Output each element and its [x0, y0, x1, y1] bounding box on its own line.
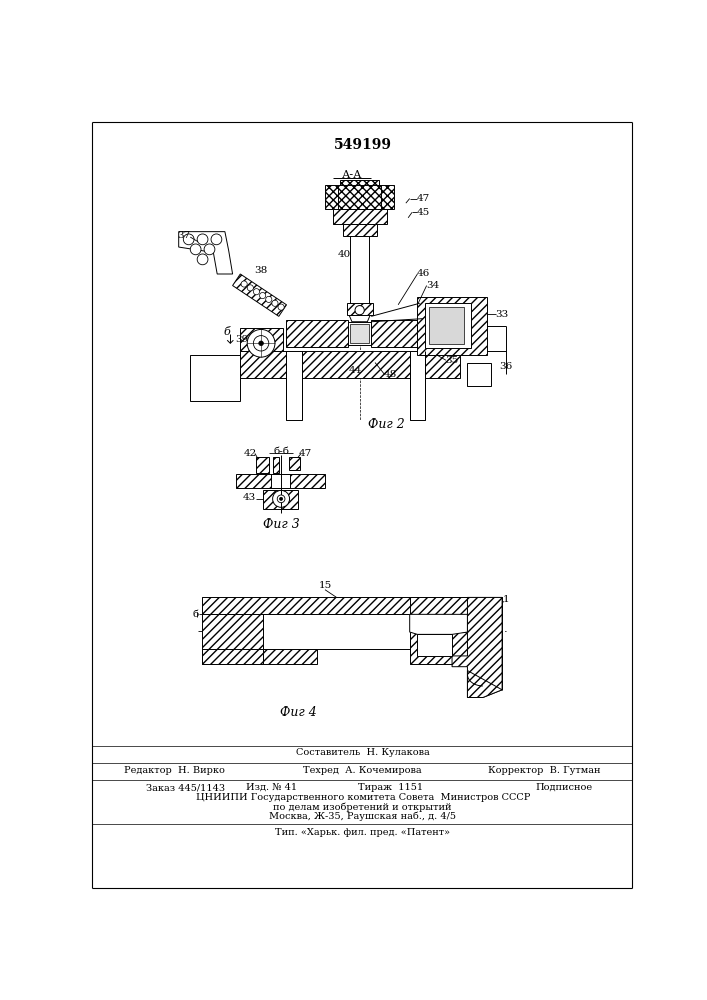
Text: Корректор  В. Гутман: Корректор В. Гутман	[489, 766, 601, 775]
Bar	[257, 457, 269, 473]
Polygon shape	[347, 311, 372, 322]
Text: Техред  А. Кочемирова: Техред А. Кочемирова	[303, 766, 422, 775]
Text: Фиг 4: Фиг 4	[280, 706, 317, 719]
Polygon shape	[452, 597, 502, 698]
Circle shape	[247, 285, 253, 291]
Text: 36: 36	[499, 362, 513, 371]
Bar	[467, 363, 491, 386]
Text: 48: 48	[384, 370, 397, 379]
Text: по делам изобретений и открытий: по делам изобретений и открытий	[274, 802, 452, 812]
Bar	[271, 474, 291, 488]
Circle shape	[277, 495, 285, 503]
Text: Тип. «Харьк. фил. пред. «Патент»: Тип. «Харьк. фил. пред. «Патент»	[275, 828, 450, 837]
Text: Фиг 3: Фиг 3	[263, 518, 300, 531]
Circle shape	[247, 329, 275, 357]
Bar	[201, 614, 264, 664]
Bar	[429, 307, 464, 344]
Circle shape	[279, 497, 283, 500]
Circle shape	[197, 254, 208, 265]
Bar	[348, 322, 371, 345]
Bar	[333, 209, 387, 224]
Text: 47: 47	[417, 194, 430, 203]
Polygon shape	[179, 232, 233, 274]
Bar	[346, 303, 373, 315]
Text: 44: 44	[349, 366, 363, 375]
Bar	[286, 320, 348, 347]
Text: 38: 38	[255, 266, 268, 275]
Bar	[201, 649, 264, 664]
Bar	[240, 351, 460, 378]
Text: А-А: А-А	[341, 170, 362, 180]
Circle shape	[211, 234, 222, 245]
Bar	[417, 634, 452, 656]
Bar	[351, 235, 369, 312]
Polygon shape	[467, 671, 502, 698]
Circle shape	[272, 300, 278, 306]
Circle shape	[253, 336, 269, 351]
Bar	[371, 320, 417, 347]
Circle shape	[266, 296, 272, 302]
Text: 39: 39	[235, 335, 248, 344]
Bar	[264, 614, 409, 649]
Circle shape	[253, 289, 259, 295]
Text: 43: 43	[243, 493, 256, 502]
Text: Заказ 445/1143: Заказ 445/1143	[146, 783, 225, 792]
Bar	[240, 328, 283, 351]
Bar	[286, 351, 302, 420]
Bar	[288, 457, 300, 470]
Circle shape	[273, 490, 290, 507]
Circle shape	[183, 234, 194, 245]
Polygon shape	[233, 274, 286, 316]
Text: 15: 15	[318, 581, 332, 590]
Bar	[409, 597, 467, 632]
Text: Москва, Ж-35, Раушская наб., д. 4/5: Москва, Ж-35, Раушская наб., д. 4/5	[269, 811, 456, 821]
Circle shape	[241, 281, 247, 287]
Circle shape	[259, 341, 264, 346]
Circle shape	[259, 292, 266, 299]
Text: Подписное: Подписное	[535, 783, 592, 792]
Text: 45: 45	[417, 208, 430, 217]
Text: Составитель  Н. Кулакова: Составитель Н. Кулакова	[296, 748, 430, 757]
Text: 47: 47	[299, 449, 312, 458]
Bar	[409, 351, 425, 420]
Text: 33: 33	[496, 310, 509, 319]
Circle shape	[355, 306, 364, 315]
Bar	[340, 180, 379, 186]
Bar	[325, 185, 395, 209]
Circle shape	[197, 234, 208, 245]
Bar	[417, 297, 486, 355]
Text: 40: 40	[338, 250, 351, 259]
Bar	[201, 597, 502, 614]
Text: Фиг 2: Фиг 2	[368, 418, 405, 431]
Text: 46: 46	[417, 269, 430, 278]
Circle shape	[204, 244, 215, 255]
Bar	[425, 303, 472, 348]
Text: 35: 35	[445, 356, 459, 365]
Bar	[264, 490, 298, 509]
Polygon shape	[351, 324, 369, 343]
Bar	[273, 457, 279, 473]
Text: б: б	[192, 610, 199, 619]
Polygon shape	[409, 614, 467, 634]
Bar	[343, 224, 377, 235]
Bar	[236, 474, 325, 488]
Text: Тираж  1151: Тираж 1151	[358, 783, 423, 792]
Circle shape	[278, 304, 284, 310]
Bar	[338, 185, 381, 209]
Text: 42: 42	[244, 449, 257, 458]
Text: б-б: б-б	[273, 447, 289, 456]
Text: 549199: 549199	[334, 138, 392, 152]
Text: 34: 34	[426, 281, 440, 290]
Text: б: б	[223, 327, 230, 337]
Bar	[409, 632, 467, 664]
Circle shape	[190, 244, 201, 255]
Bar	[264, 649, 317, 664]
Text: Редактор  Н. Вирко: Редактор Н. Вирко	[124, 766, 226, 775]
Bar	[190, 355, 240, 401]
Text: ЦНИИПИ Государственного комитета Совета  Министров СССР: ЦНИИПИ Государственного комитета Совета …	[196, 793, 530, 802]
Text: 1: 1	[503, 595, 509, 604]
Text: 37: 37	[177, 231, 191, 240]
Text: Изд. № 41: Изд. № 41	[245, 783, 297, 792]
